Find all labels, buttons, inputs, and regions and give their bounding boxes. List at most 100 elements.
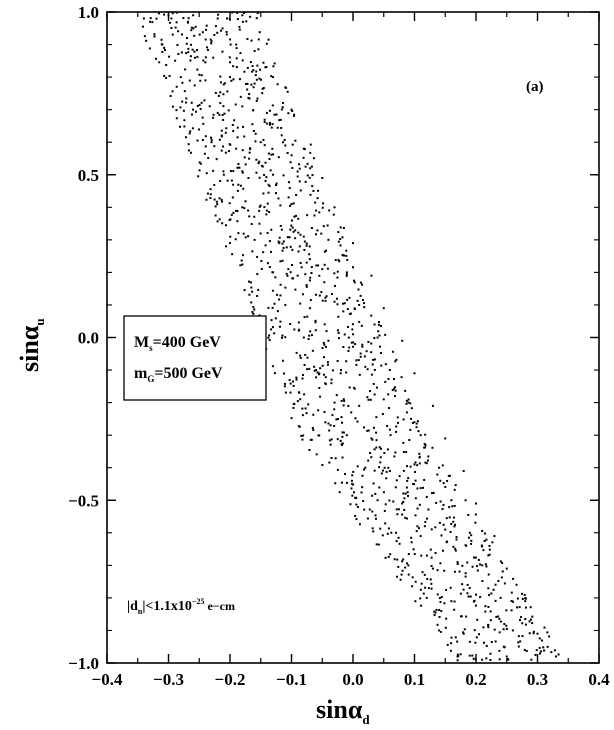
- data-point: [447, 474, 450, 477]
- constraint-post: e−cm: [204, 599, 235, 613]
- data-point: [379, 461, 382, 464]
- data-point: [234, 238, 237, 241]
- data-point: [315, 376, 318, 379]
- data-point: [301, 407, 304, 410]
- data-point: [407, 553, 410, 556]
- data-point: [218, 138, 221, 141]
- y-tick-label: 0.5: [78, 166, 99, 185]
- data-point: [253, 308, 256, 311]
- data-point: [345, 481, 348, 484]
- data-point: [214, 214, 217, 217]
- data-point: [373, 368, 376, 371]
- data-point: [272, 76, 275, 79]
- data-point: [459, 592, 462, 595]
- data-point: [219, 179, 222, 182]
- data-point: [510, 599, 513, 602]
- data-point: [484, 605, 487, 608]
- data-point: [341, 456, 344, 459]
- data-point: [289, 382, 292, 385]
- data-point: [309, 330, 312, 333]
- data-point: [192, 14, 195, 17]
- data-point: [524, 597, 527, 600]
- data-point: [323, 373, 326, 376]
- data-point: [352, 266, 355, 269]
- data-point: [274, 276, 277, 279]
- data-point: [226, 90, 229, 93]
- data-point: [511, 629, 514, 632]
- data-point: [229, 43, 232, 46]
- data-point: [351, 494, 354, 497]
- data-point: [410, 417, 413, 420]
- data-point: [510, 609, 513, 612]
- data-point: [531, 622, 534, 625]
- data-point: [180, 33, 183, 36]
- data-point: [143, 35, 146, 38]
- data-point: [263, 144, 266, 147]
- data-point: [204, 56, 207, 59]
- data-point: [160, 38, 163, 41]
- data-point: [529, 606, 532, 609]
- data-point: [475, 502, 477, 505]
- data-point: [239, 184, 242, 187]
- data-point: [373, 337, 376, 340]
- data-point: [266, 262, 269, 265]
- data-point: [383, 452, 386, 455]
- data-point: [235, 57, 238, 60]
- data-point: [285, 246, 288, 249]
- data-point: [305, 285, 308, 288]
- data-point: [379, 527, 382, 530]
- data-point: [364, 365, 367, 368]
- data-point: [155, 57, 158, 60]
- data-point: [339, 372, 342, 375]
- data-point: [314, 319, 317, 322]
- data-point: [300, 434, 303, 437]
- data-point: [246, 82, 249, 85]
- data-point: [528, 620, 531, 623]
- data-point: [309, 151, 312, 154]
- data-point: [199, 107, 202, 110]
- data-point: [251, 123, 254, 126]
- data-point: [317, 409, 320, 412]
- data-point: [499, 560, 502, 563]
- data-point: [252, 86, 255, 89]
- data-point: [275, 184, 278, 187]
- data-point: [364, 466, 367, 469]
- data-point: [212, 113, 215, 116]
- data-point: [163, 46, 166, 49]
- data-point: [487, 605, 490, 608]
- data-point: [187, 149, 190, 152]
- data-point: [209, 188, 212, 191]
- data-point: [424, 520, 427, 523]
- data-point: [309, 299, 312, 302]
- data-point: [321, 347, 324, 350]
- data-point: [402, 558, 405, 561]
- data-point: [382, 398, 385, 401]
- data-point: [185, 97, 188, 100]
- data-point: [498, 658, 501, 661]
- data-point: [245, 20, 248, 23]
- x-axis-title: sinαd: [316, 695, 370, 727]
- data-point: [318, 386, 321, 389]
- data-point: [263, 206, 266, 209]
- data-point: [424, 444, 427, 447]
- data-point: [375, 431, 378, 434]
- data-point: [308, 334, 311, 337]
- data-point: [457, 654, 460, 657]
- data-point: [503, 582, 506, 585]
- data-point: [349, 503, 352, 506]
- data-point: [372, 358, 375, 361]
- data-point: [309, 167, 312, 170]
- y-tick-labels: 1.0 0.5 0.0 −0.5 −1.0: [68, 3, 99, 673]
- data-point: [480, 544, 483, 547]
- data-point: [216, 220, 219, 223]
- data-point: [312, 157, 315, 160]
- data-point: [336, 468, 339, 471]
- data-point: [518, 606, 521, 609]
- data-point: [478, 633, 481, 636]
- data-point: [326, 267, 329, 270]
- data-point: [492, 588, 495, 591]
- data-point: [190, 101, 193, 104]
- data-point: [336, 360, 339, 363]
- data-point: [311, 426, 314, 429]
- data-point: [371, 494, 374, 497]
